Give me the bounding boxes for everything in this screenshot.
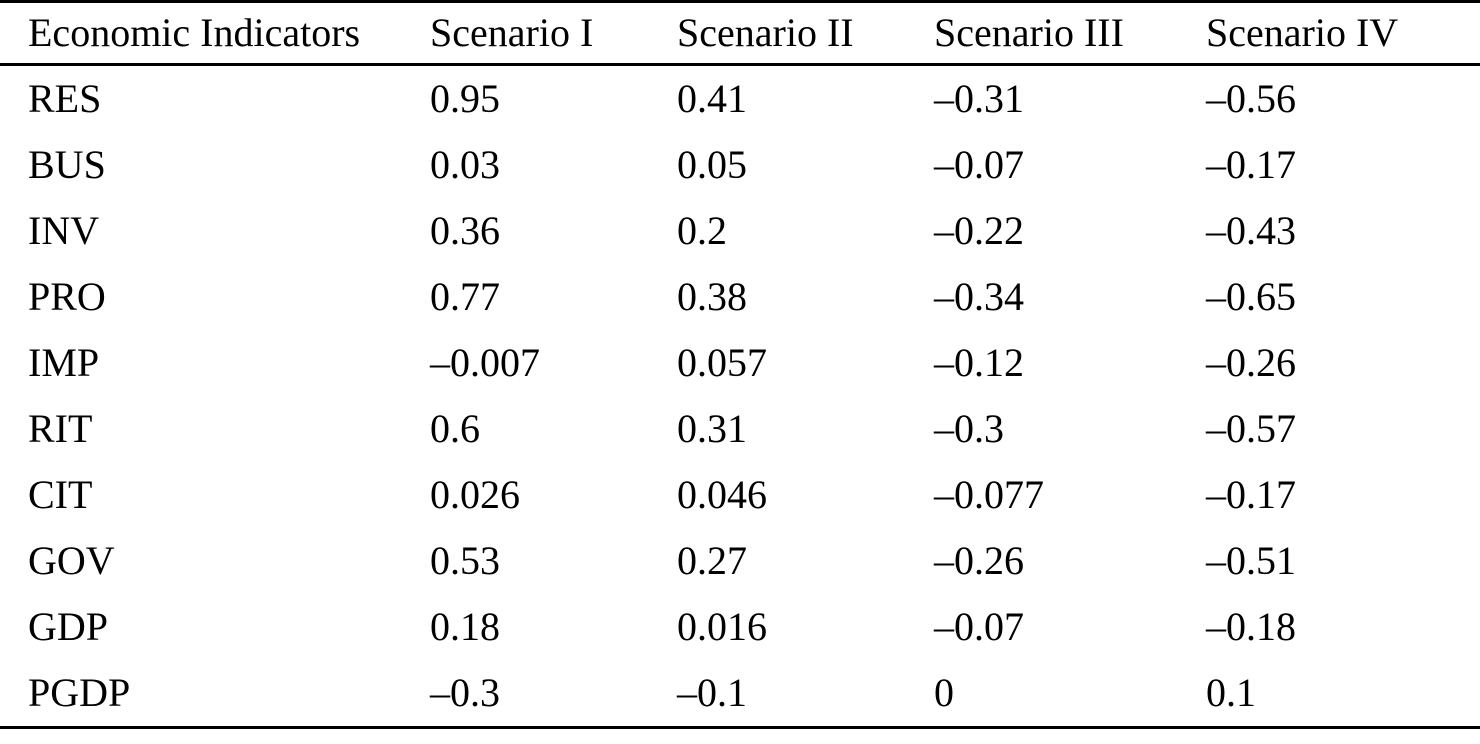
column-header-scenario-3: Scenario III: [934, 1, 1206, 66]
cell-value: –0.18: [1206, 604, 1296, 649]
cell-value: 0.95: [430, 76, 500, 121]
cell-value: 0.05: [677, 142, 747, 187]
cell-value: –0.34: [934, 274, 1024, 319]
row-label: INV: [28, 208, 100, 253]
table-row: RIT 0.6 0.31 –0.3 –0.57: [0, 396, 1480, 462]
table-row: BUS 0.03 0.05 –0.07 –0.17: [0, 132, 1480, 198]
column-header-scenario-4: Scenario IV: [1206, 1, 1480, 66]
table-row: INV 0.36 0.2 –0.22 –0.43: [0, 198, 1480, 264]
cell-value: 0.38: [677, 274, 747, 319]
column-header-economic-indicators: Economic Indicators: [0, 1, 430, 66]
cell-value: –0.07: [934, 604, 1024, 649]
row-label: CIT: [28, 472, 93, 517]
table-row: PGDP –0.3 –0.1 0 0.1: [0, 660, 1480, 728]
cell-value: –0.007: [430, 340, 540, 385]
economic-indicators-table: Economic Indicators Scenario I Scenario …: [0, 0, 1480, 729]
cell-value: –0.56: [1206, 76, 1296, 121]
table-row: GDP 0.18 0.016 –0.07 –0.18: [0, 594, 1480, 660]
cell-value: –0.51: [1206, 538, 1296, 583]
cell-value: 0.53: [430, 538, 500, 583]
cell-value: 0.03: [430, 142, 500, 187]
row-label: RES: [28, 76, 102, 121]
cell-value: –0.12: [934, 340, 1024, 385]
cell-value: 0.36: [430, 208, 500, 253]
table-row: CIT 0.026 0.046 –0.077 –0.17: [0, 462, 1480, 528]
row-label: PRO: [28, 274, 106, 319]
cell-value: –0.17: [1206, 142, 1296, 187]
table-row: RES 0.95 0.41 –0.31 –0.56: [0, 65, 1480, 133]
cell-value: 0.77: [430, 274, 500, 319]
cell-value: 0.18: [430, 604, 500, 649]
cell-value: –0.26: [934, 538, 1024, 583]
table-body: RES 0.95 0.41 –0.31 –0.56 BUS 0.03 0.05 –0.07 –0.…: [0, 65, 1480, 728]
cell-value: 0.026: [430, 472, 520, 517]
cell-value: –0.57: [1206, 406, 1296, 451]
table-row: GOV 0.53 0.27 –0.26 –0.51: [0, 528, 1480, 594]
row-label: RIT: [28, 406, 93, 451]
cell-value: 0.41: [677, 76, 747, 121]
cell-value: 0: [934, 670, 954, 715]
cell-value: –0.31: [934, 76, 1024, 121]
column-header-scenario-1: Scenario I: [430, 1, 677, 66]
row-label: GOV: [28, 538, 115, 583]
cell-value: 0.31: [677, 406, 747, 451]
table-header: Economic Indicators Scenario I Scenario …: [0, 1, 1480, 66]
table-row: PRO 0.77 0.38 –0.34 –0.65: [0, 264, 1480, 330]
cell-value: 0.2: [677, 208, 727, 253]
row-label: IMP: [28, 340, 100, 385]
row-label: GDP: [28, 604, 109, 649]
cell-value: –0.26: [1206, 340, 1296, 385]
column-header-scenario-2: Scenario II: [677, 1, 934, 66]
row-label: PGDP: [28, 670, 131, 715]
cell-value: 0.057: [677, 340, 767, 385]
cell-value: –0.07: [934, 142, 1024, 187]
cell-value: 0.046: [677, 472, 767, 517]
cell-value: 0.27: [677, 538, 747, 583]
table-row: IMP –0.007 0.057 –0.12 –0.26: [0, 330, 1480, 396]
header-row: Economic Indicators Scenario I Scenario …: [0, 1, 1480, 66]
cell-value: 0.1: [1206, 670, 1256, 715]
cell-value: –0.65: [1206, 274, 1296, 319]
cell-value: 0.016: [677, 604, 767, 649]
cell-value: –0.17: [1206, 472, 1296, 517]
row-label: BUS: [28, 142, 106, 187]
cell-value: –0.3: [934, 406, 1004, 451]
cell-value: –0.3: [430, 670, 500, 715]
cell-value: –0.22: [934, 208, 1024, 253]
cell-value: –0.1: [677, 670, 747, 715]
cell-value: 0.6: [430, 406, 480, 451]
cell-value: –0.43: [1206, 208, 1296, 253]
cell-value: –0.077: [934, 472, 1044, 517]
